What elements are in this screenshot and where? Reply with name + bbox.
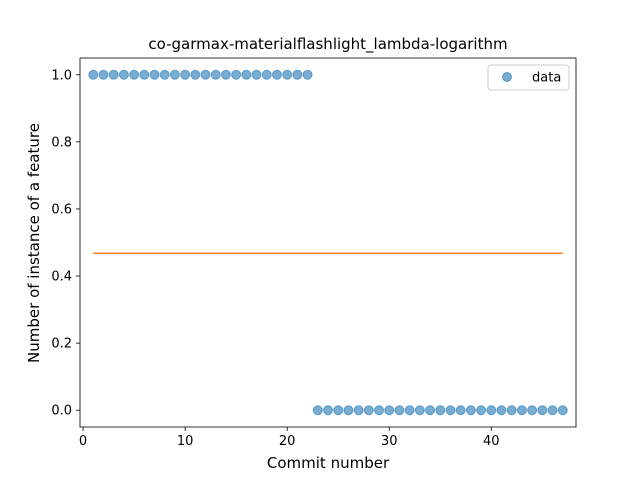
x-axis-label: Commit number [267,454,390,472]
legend: data [487,64,570,91]
y-tick-label: 0.0 [51,404,72,419]
y-axis: 0.0 0.2 0.4 0.6 0.8 1.0 [51,68,80,419]
data-point [98,69,109,80]
data-point [435,405,446,416]
data-point [88,69,99,80]
data-point [343,405,354,416]
data-point [445,405,456,416]
data-point [465,405,476,416]
data-point [425,405,436,416]
y-tick-label: 0.2 [51,337,72,352]
data-point [312,405,323,416]
data-point [302,69,313,80]
data-point [169,69,180,80]
data-point [414,405,425,416]
plot-area [79,57,577,428]
y-tick-label: 1.0 [51,68,72,83]
data-point [220,69,231,80]
data-point [139,69,150,80]
data-point [108,69,119,80]
x-tick-label: 10 [177,434,194,449]
legend-marker [502,72,512,82]
data-point [251,69,262,80]
data-point [557,405,568,416]
data-point [190,69,201,80]
data-point [118,69,129,80]
plot-frame [79,57,577,428]
y-tick-label: 0.4 [51,270,72,285]
data-point [180,69,191,80]
data-point [282,69,293,80]
data-point [333,405,344,416]
y-tick-label: 0.6 [51,202,72,217]
data-point [261,69,272,80]
x-tick-label: 30 [381,434,398,449]
data-point [374,405,385,416]
data-point [271,69,282,80]
data-point [241,69,252,80]
data-point [547,405,558,416]
x-tick-label: 0 [79,434,87,449]
legend-label: data [532,71,561,86]
data-point [527,405,538,416]
data-point [455,405,466,416]
data-point [149,69,160,80]
data-point [159,69,170,80]
data-point [476,405,487,416]
data-point [384,405,395,416]
data-point [129,69,140,80]
data-point [323,405,333,416]
x-tick-label: 40 [483,434,500,449]
data-point [231,69,242,80]
data-point [496,405,507,416]
x-tick-label: 20 [279,434,296,449]
data-point [486,405,497,416]
y-axis-label: Number of instance of a feature [25,123,43,363]
data-point [353,405,364,416]
data-point [506,405,517,416]
x-axis: 0 10 20 30 40 [79,427,500,449]
data-point [292,69,303,80]
data-point [394,405,405,416]
data-point [200,69,211,80]
data-point [363,405,374,416]
y-tick-label: 0.8 [51,135,72,150]
chart-title: co-garmax-materialflashlight_lambda-loga… [148,35,507,54]
legend-box [487,64,570,91]
data-point [210,69,221,80]
data-point [516,405,527,416]
data-point [404,405,415,416]
data-point [537,405,548,416]
